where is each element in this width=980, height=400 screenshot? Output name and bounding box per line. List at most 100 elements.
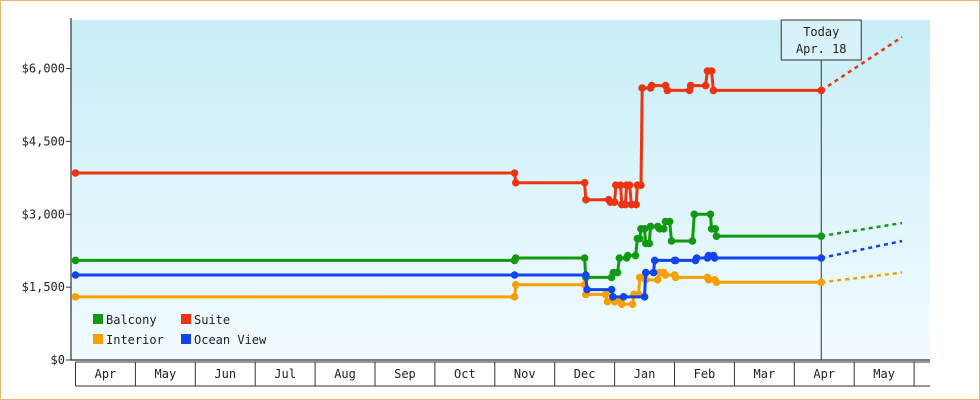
data-point-balcony	[645, 239, 654, 248]
data-point-suite	[637, 181, 645, 189]
data-point-balcony	[711, 225, 720, 233]
legend-label-balcony: Balcony	[106, 313, 157, 327]
data-point-balcony	[665, 217, 674, 226]
data-point-ocean-view	[510, 271, 519, 279]
data-point-balcony	[706, 210, 715, 219]
data-point-ocean-view	[641, 268, 650, 277]
data-point-suite	[71, 169, 80, 177]
month-label: Mar	[754, 367, 776, 381]
data-point-balcony	[667, 237, 676, 245]
today-date: Apr. 18	[796, 42, 847, 56]
data-point-balcony	[640, 225, 649, 233]
data-point-interior	[601, 290, 610, 299]
data-point-interior	[817, 278, 826, 287]
series-line-interior	[75, 271, 822, 306]
y-tick-label: $0	[51, 353, 65, 367]
data-point-interior	[71, 293, 80, 301]
legend-swatch-balcony	[93, 314, 103, 324]
data-point-interior	[511, 280, 520, 289]
data-point-balcony	[688, 237, 697, 245]
data-point-balcony	[635, 234, 644, 243]
month-label: May	[155, 367, 177, 381]
series-forecast-ocean-view	[821, 239, 903, 260]
month-label: May	[873, 367, 895, 381]
legend-swatch-ocean-view	[181, 334, 191, 344]
data-point-ocean-view	[649, 268, 658, 277]
data-point-balcony	[817, 232, 826, 240]
data-point-suite	[511, 178, 520, 187]
data-point-balcony	[659, 225, 668, 233]
data-point-interior	[617, 300, 626, 308]
data-point-balcony	[71, 256, 80, 265]
data-point-interior	[661, 271, 670, 279]
data-point-suite	[632, 200, 640, 209]
data-point-suite	[647, 81, 656, 90]
legend-label-suite: Suite	[194, 313, 230, 327]
data-point-balcony	[580, 254, 589, 262]
data-point-balcony	[631, 251, 640, 260]
data-point-balcony	[623, 251, 632, 260]
month-label: Jul	[274, 367, 296, 381]
data-point-balcony	[511, 254, 520, 262]
data-point-suite	[610, 198, 619, 206]
month-label: Sep	[394, 367, 416, 381]
month-label: Apr	[813, 367, 835, 381]
data-point-suite	[817, 86, 826, 95]
data-point-ocean-view	[817, 254, 826, 262]
month-label: Jun	[214, 367, 236, 381]
data-point-interior	[704, 276, 713, 284]
month-label: Oct	[454, 367, 476, 381]
data-point-ocean-view	[582, 271, 590, 279]
legend-label-interior: Interior	[106, 333, 164, 347]
today-label: Today	[803, 25, 839, 39]
data-point-suite	[510, 169, 519, 177]
data-point-interior	[628, 300, 637, 308]
legend-swatch-suite	[181, 314, 191, 324]
data-point-interior	[603, 297, 612, 306]
data-point-suite	[686, 81, 695, 90]
today-box	[780, 19, 862, 61]
data-point-ocean-view	[583, 285, 591, 294]
data-point-suite	[638, 84, 646, 92]
data-point-ocean-view	[607, 285, 616, 294]
data-point-ocean-view	[609, 293, 617, 301]
data-point-balcony	[613, 268, 622, 277]
data-point-suite	[701, 81, 710, 90]
data-point-ocean-view	[692, 254, 701, 262]
month-label: Feb	[694, 367, 716, 381]
month-label: Aug	[334, 367, 356, 381]
data-point-balcony	[615, 254, 624, 262]
data-point-balcony	[646, 222, 655, 231]
series-forecast-balcony	[821, 221, 903, 238]
data-point-interior	[712, 278, 721, 287]
data-point-suite	[707, 67, 716, 75]
data-point-interior	[671, 273, 680, 282]
data-point-suite	[582, 195, 590, 204]
plot-background	[71, 20, 930, 360]
y-tick-label: $3,000	[22, 207, 65, 221]
month-label: Apr	[95, 367, 117, 381]
data-point-suite	[580, 178, 589, 187]
data-point-suite	[625, 181, 634, 189]
data-point-interior	[510, 293, 519, 301]
legend-swatch-interior	[93, 334, 103, 344]
data-point-suite	[621, 200, 630, 209]
legend-label-ocean-view: Ocean View	[194, 333, 267, 347]
data-point-ocean-view	[710, 254, 719, 262]
series-forecast-suite	[820, 35, 903, 92]
data-point-suite	[616, 181, 625, 189]
data-point-suite	[663, 86, 672, 95]
y-tick-label: $4,500	[22, 134, 65, 148]
data-point-balcony	[712, 232, 721, 240]
data-point-interior	[653, 276, 662, 284]
data-point-ocean-view	[671, 256, 680, 265]
data-point-ocean-view	[71, 271, 80, 279]
y-tick-label: $1,500	[22, 280, 65, 294]
y-tick-label: $6,000	[22, 62, 65, 76]
data-point-ocean-view	[619, 293, 628, 301]
series-forecast-interior	[821, 271, 903, 284]
month-label: Dec	[574, 367, 596, 381]
data-point-ocean-view	[650, 256, 659, 265]
month-label: Jan	[634, 367, 656, 381]
